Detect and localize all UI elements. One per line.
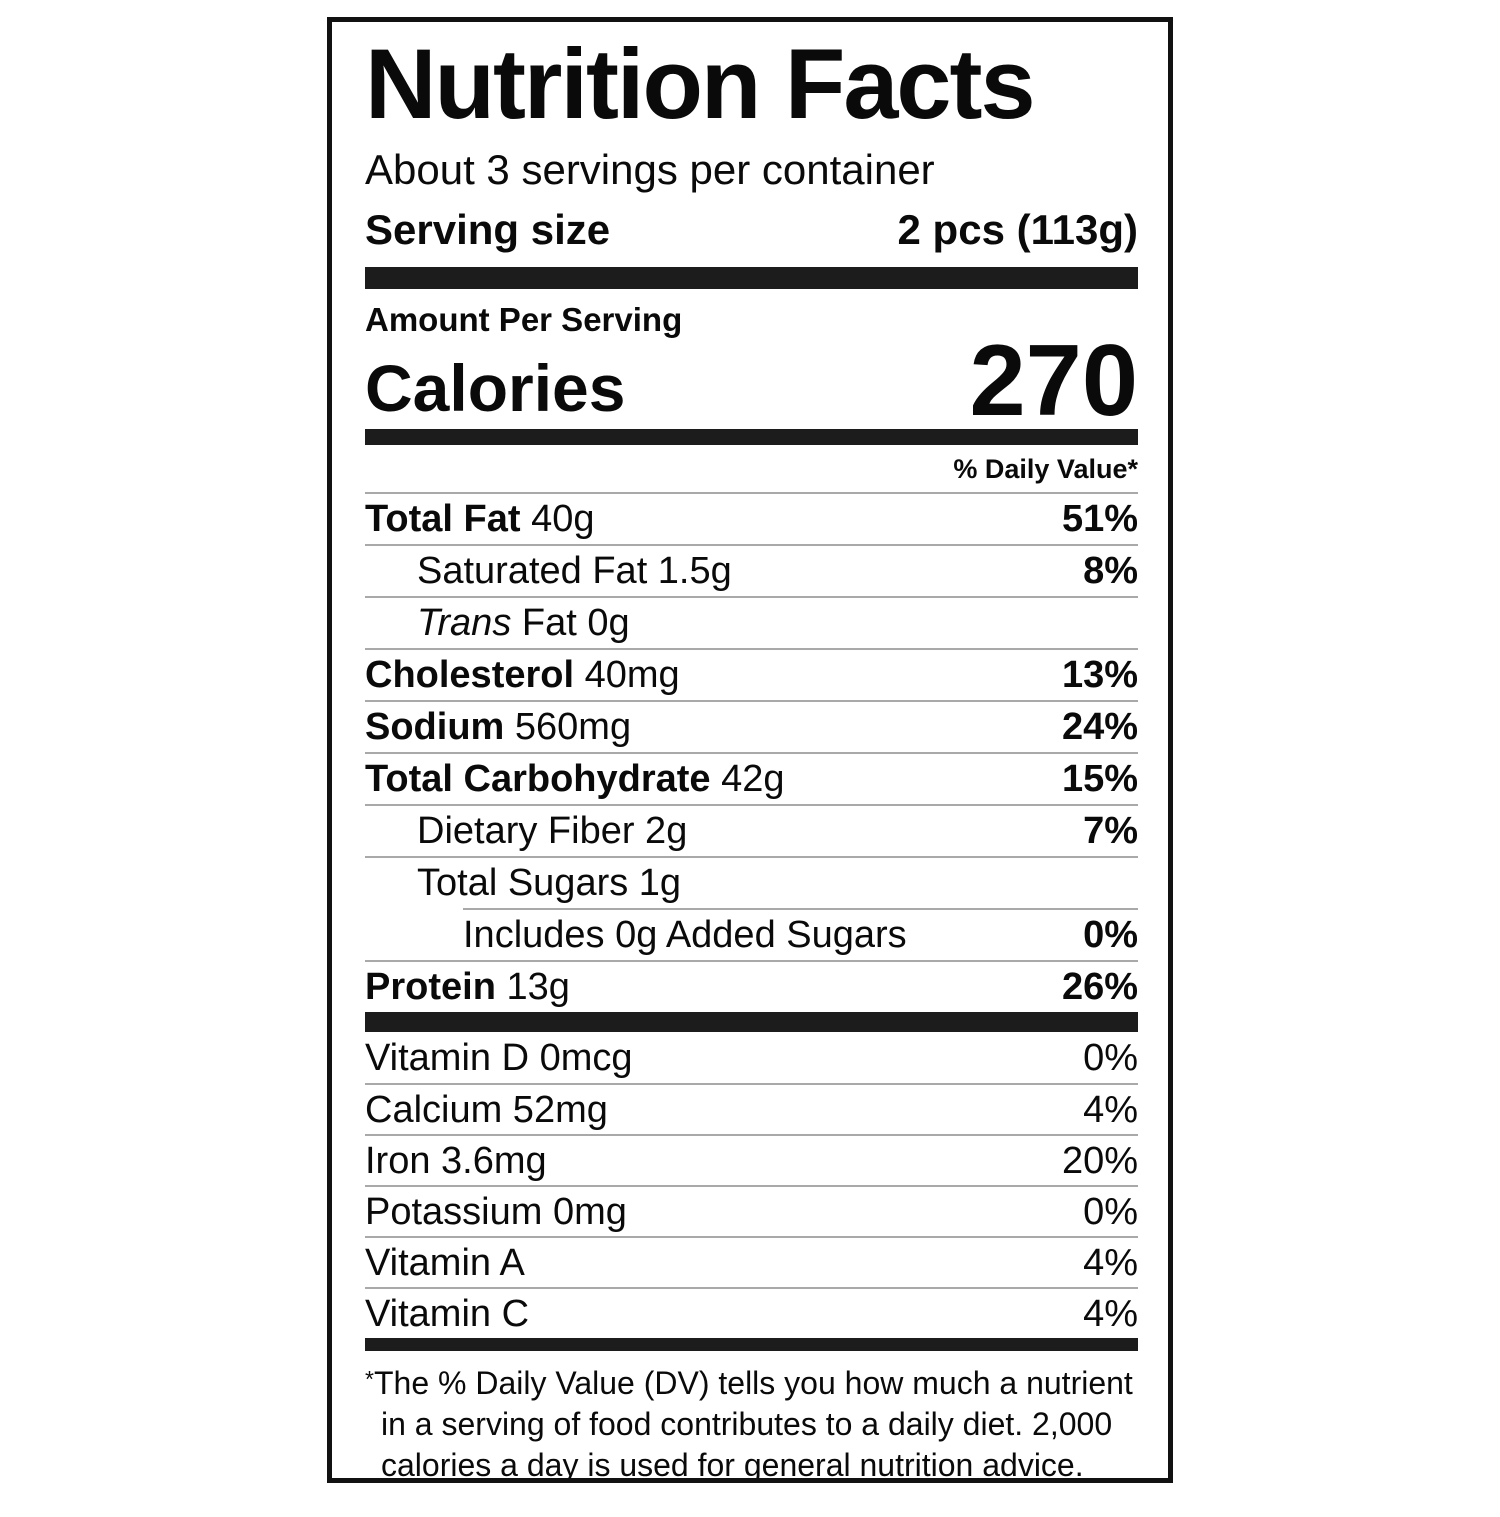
daily-value-percent: 4% (1083, 1241, 1138, 1284)
nutrient-row: Protein 13g 26% (365, 960, 1138, 1012)
nutrient-row: Dietary Fiber 2g 7% (365, 804, 1138, 856)
nutrient-row: Trans Fat 0g (365, 596, 1138, 648)
nutrient-name: Total Sugars 1g (417, 862, 682, 905)
nutrient-name: Protein 13g (365, 966, 570, 1009)
daily-value-percent: 0% (1083, 1036, 1138, 1079)
nutrient-row: Total Carbohydrate 42g 15% (365, 752, 1138, 804)
thick-divider-bar (365, 1012, 1138, 1033)
nutrient-name: Cholesterol 40mg (365, 654, 680, 697)
thick-divider-bar (365, 1338, 1138, 1352)
nutrient-row: Cholesterol 40mg 13% (365, 648, 1138, 700)
nutrient-name: Vitamin A (365, 1241, 525, 1284)
vitamin-row: Vitamin A 4% (365, 1236, 1138, 1287)
daily-value-percent: 8% (1083, 550, 1138, 593)
nutrient-name: Trans Fat 0g (417, 602, 630, 645)
nutrient-name: Total Fat 40g (365, 498, 595, 541)
vitamin-rows: Vitamin D 0mcg 0% Calcium 52mg 4% Iron 3.6mg… (365, 1032, 1138, 1338)
vitamin-row: Potassium 0mg 0% (365, 1185, 1138, 1236)
footnote-text: The % Daily Value (DV) tells you how muc… (373, 1365, 1133, 1483)
nutrient-name: Vitamin D 0mcg (365, 1036, 633, 1079)
nutrient-name: Potassium 0mg (365, 1190, 627, 1233)
daily-value-percent: 0% (1083, 1190, 1138, 1233)
nutrient-name: Sodium 560mg (365, 706, 632, 749)
daily-value-percent: 15% (1061, 758, 1138, 801)
daily-value-percent: 4% (1083, 1292, 1138, 1335)
vitamin-row: Vitamin C 4% (365, 1287, 1138, 1338)
thick-divider-bar (365, 429, 1138, 446)
daily-value-percent: 0% (1083, 914, 1138, 957)
vitamin-row: Iron 3.6mg 20% (365, 1134, 1138, 1185)
nutrient-row: Saturated Fat 1.5g 8% (365, 544, 1138, 596)
serving-size-value: 2 pcs (113g) (897, 206, 1138, 254)
calories-label: Calories (365, 351, 626, 426)
nutrient-name: Iron 3.6mg (365, 1139, 547, 1182)
serving-size-row: Serving size 2 pcs (113g) (365, 206, 1138, 254)
daily-value-header: % Daily Value* (953, 454, 1138, 485)
footnote: *The % Daily Value (DV) tells you how mu… (365, 1363, 1138, 1483)
nutrient-row: Total Sugars 1g (365, 856, 1138, 908)
daily-value-percent: 13% (1061, 654, 1138, 697)
nutrient-name: Vitamin C (365, 1292, 530, 1335)
daily-value-percent: 26% (1061, 966, 1138, 1009)
nutrient-name: Calcium 52mg (365, 1088, 608, 1131)
nutrient-row: Includes 0g Added Sugars 0% (365, 908, 1138, 960)
daily-value-percent: 4% (1083, 1088, 1138, 1131)
vitamin-row: Vitamin D 0mcg 0% (365, 1032, 1138, 1083)
nutrition-facts-label: Nutrition Facts About 3 servings per con… (327, 17, 1173, 1483)
daily-value-percent: 51% (1061, 498, 1138, 541)
calories-value: 270 (969, 324, 1138, 437)
daily-value-percent: 20% (1061, 1139, 1138, 1182)
nutrient-row: Sodium 560mg 24% (365, 700, 1138, 752)
vitamin-row: Calcium 52mg 4% (365, 1083, 1138, 1134)
daily-value-percent: 24% (1061, 706, 1138, 749)
footnote-asterisk: * (365, 1366, 374, 1393)
serving-size-label: Serving size (365, 206, 611, 254)
daily-value-percent: 7% (1083, 810, 1138, 853)
amount-per-serving-label: Amount Per Serving (365, 301, 683, 339)
calories-row: Calories 270 (365, 324, 1138, 437)
nutrient-name: Total Carbohydrate 42g (365, 758, 785, 801)
nutrient-name: Saturated Fat 1.5g (417, 550, 732, 593)
thick-divider-bar (365, 267, 1138, 290)
nutrient-name: Includes 0g Added Sugars (463, 914, 907, 957)
servings-per-container: About 3 servings per container (365, 145, 935, 193)
nutrient-rows: Total Fat 40g 51% Saturated Fat 1.5g 8% Tran… (365, 492, 1138, 1012)
nutrient-row: Total Fat 40g 51% (365, 492, 1138, 544)
nutrient-name: Dietary Fiber 2g (417, 810, 688, 853)
label-title: Nutrition Facts (365, 28, 1036, 139)
